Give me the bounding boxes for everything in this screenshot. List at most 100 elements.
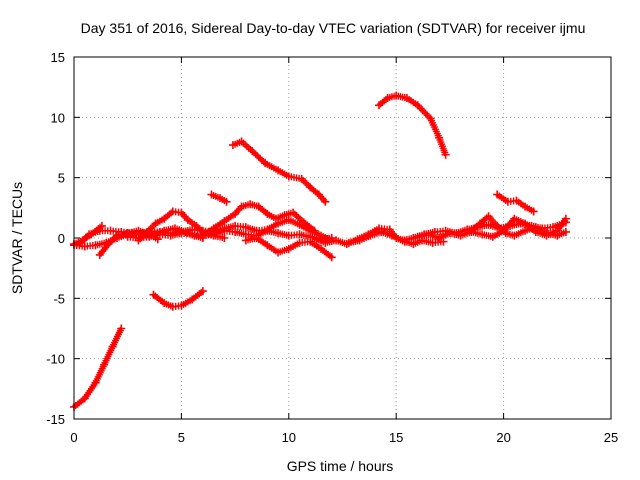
- series-trace: [507, 197, 518, 205]
- data-point: [149, 290, 158, 299]
- series-trace: [82, 381, 98, 400]
- series-trace: [434, 227, 447, 236]
- series-trace: [448, 230, 462, 239]
- series-trace: [234, 222, 247, 231]
- series-trace: [255, 235, 269, 248]
- series-trace: [291, 210, 306, 225]
- series-trace: [99, 227, 112, 235]
- series-trace: [276, 246, 291, 256]
- series-trace: [186, 217, 198, 228]
- series-trace: [504, 230, 516, 239]
- series-s05: [493, 190, 538, 216]
- x-tick-label: 15: [389, 430, 403, 445]
- data-series: [70, 91, 570, 411]
- series-trace: [386, 92, 398, 101]
- series-trace: [106, 233, 119, 246]
- data-point: [310, 226, 319, 235]
- data-point: [198, 287, 207, 296]
- series-trace: [92, 363, 107, 385]
- series-trace: [334, 237, 349, 247]
- series-trace: [276, 217, 291, 227]
- y-tick-label: -10: [46, 352, 65, 367]
- series-trace: [266, 227, 280, 237]
- series-trace: [287, 217, 301, 228]
- series-s18: [123, 226, 336, 244]
- series-trace: [513, 216, 527, 227]
- data-point: [321, 197, 330, 206]
- series-trace: [437, 230, 452, 241]
- series-trace: [369, 229, 383, 239]
- series-trace: [436, 136, 449, 157]
- series-trace: [172, 208, 182, 216]
- series-trace: [545, 230, 559, 239]
- series-trace: [283, 209, 295, 218]
- series-trace: [83, 242, 97, 250]
- series-trace: [223, 211, 237, 224]
- y-tick-label: 5: [58, 171, 65, 186]
- series-trace: [110, 327, 124, 349]
- series-trace: [250, 149, 268, 166]
- series-trace: [179, 211, 190, 222]
- series-s06: [207, 190, 231, 206]
- series-trace: [94, 239, 108, 249]
- series-trace: [276, 168, 291, 179]
- series-trace: [308, 239, 323, 251]
- series-trace: [495, 192, 510, 204]
- series-trace: [501, 216, 517, 233]
- series-trace: [320, 234, 333, 243]
- series-trace: [555, 217, 568, 233]
- series-trace: [287, 173, 303, 182]
- series-trace: [317, 192, 328, 204]
- series-trace: [431, 238, 445, 246]
- series-trace: [390, 233, 404, 243]
- series-trace: [151, 292, 166, 306]
- series-trace: [287, 240, 301, 252]
- series-trace: [523, 224, 538, 234]
- series-trace: [72, 396, 87, 409]
- series-trace: [302, 220, 317, 233]
- x-tick-label: 5: [178, 430, 185, 445]
- series-trace: [288, 231, 301, 239]
- series-trace: [299, 177, 313, 190]
- series-trace: [137, 233, 150, 242]
- series-trace: [263, 160, 280, 173]
- series-trace: [145, 221, 158, 234]
- series-trace: [416, 231, 430, 240]
- series-trace: [180, 230, 193, 238]
- series-trace: [162, 209, 175, 221]
- series-trace: [231, 138, 243, 148]
- series-trace: [255, 226, 269, 234]
- series-trace: [523, 204, 535, 214]
- series-s04: [228, 137, 330, 206]
- series-trace: [191, 231, 204, 239]
- series-trace: [169, 230, 183, 239]
- series-trace: [172, 302, 182, 310]
- series-trace: [420, 237, 435, 246]
- series-trace: [347, 237, 361, 246]
- series-s09: [70, 221, 106, 249]
- series-trace: [513, 228, 527, 239]
- series-trace: [534, 224, 548, 236]
- series-trace: [308, 233, 323, 243]
- series-s14: [312, 224, 448, 249]
- series-trace: [212, 228, 226, 238]
- series-trace: [358, 233, 372, 243]
- series-trace: [192, 232, 205, 241]
- series-trace: [459, 229, 473, 239]
- series-trace: [212, 219, 226, 231]
- series-trace: [319, 246, 334, 260]
- y-tick-label: 0: [58, 231, 65, 246]
- series-trace: [154, 216, 166, 226]
- series-trace: [308, 185, 321, 197]
- data-point: [299, 218, 308, 227]
- x-tick-label: 25: [604, 430, 618, 445]
- series-trace: [480, 231, 495, 240]
- y-tick-label: -5: [53, 291, 65, 306]
- series-trace: [126, 227, 140, 237]
- series-trace: [162, 225, 177, 234]
- series-trace: [469, 221, 482, 233]
- series-trace: [428, 117, 442, 140]
- series-trace: [245, 231, 258, 239]
- series-s13: [241, 234, 336, 262]
- series-trace: [415, 103, 433, 121]
